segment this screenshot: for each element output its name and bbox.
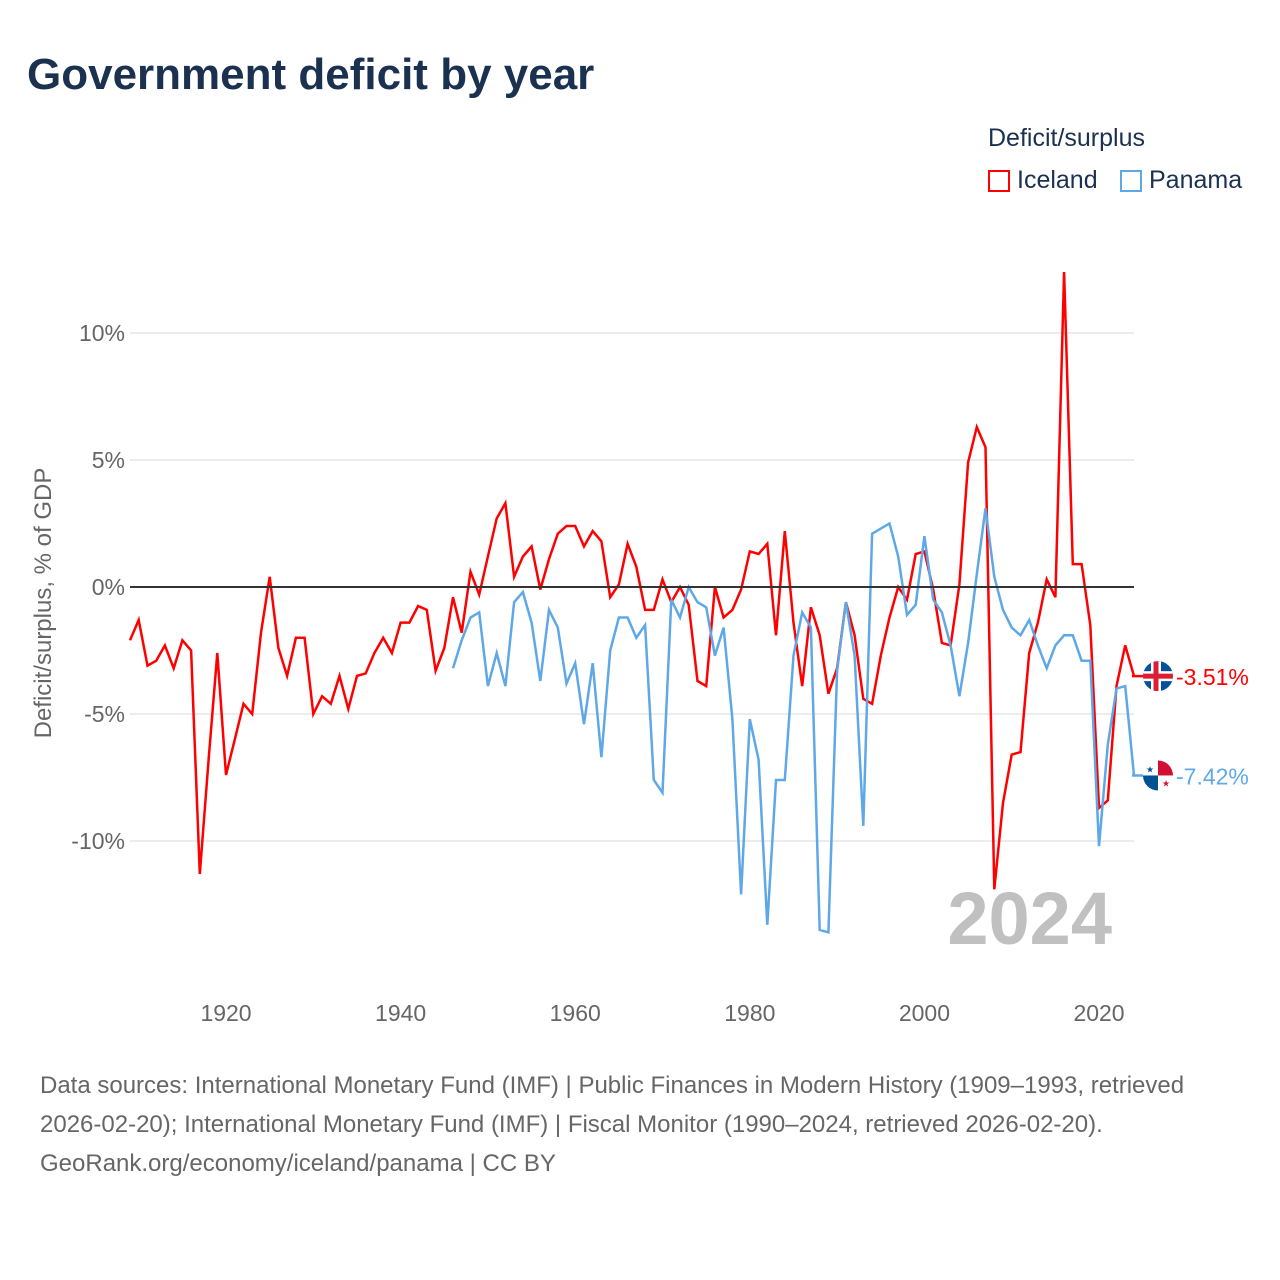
series-line-iceland [128,271,1136,890]
data-sources: Data sources: International Monetary Fun… [40,1072,1185,1138]
end-value-label: -7.42% [1176,763,1249,789]
series-line-panama [451,508,1136,935]
y-tick-label: 5% [92,447,125,473]
iceland-swatch-icon [988,169,1010,192]
legend-item-panama[interactable]: Panama [1120,166,1242,195]
y-tick-label: 10% [79,320,125,346]
legend-label: Iceland [1017,166,1098,194]
svg-text:★: ★ [1162,778,1170,788]
x-tick-label: 1940 [375,1000,426,1026]
x-tick-label: 2000 [899,1000,950,1026]
y-axis-label: Deficit/surplus, % of GDP [30,468,57,739]
x-tick-label: 1920 [200,1000,251,1026]
y-tick-label: -10% [71,828,125,854]
iceland-flag-icon [1143,661,1173,692]
x-tick-label: 1980 [724,1000,775,1026]
year-watermark: 2024 [947,877,1112,960]
end-value-label: -3.51% [1176,664,1249,690]
legend-label: Panama [1149,166,1243,194]
svg-text:★: ★ [1146,764,1154,774]
panama-flag-icon: ★★ [1143,760,1173,791]
line-chart: 10% 5% 0% -5% -10% 1920 1940 1960 1980 2000 2020 2… [30,271,1249,1026]
y-tick-label: -5% [84,701,125,727]
page-title: Government deficit by year [27,50,595,99]
x-tick-label: 2020 [1073,1000,1124,1026]
footer: Data sources: International Monetary Fun… [40,1066,1240,1183]
x-tick-label: 1960 [550,1000,601,1026]
legend-title: Deficit/surplus [988,124,1145,152]
credit-link[interactable]: GeoRank.org/economy/iceland/panama | CC … [40,1150,556,1177]
y-tick-label: 0% [92,574,125,600]
legend-item-iceland[interactable]: Iceland [988,166,1098,195]
panama-swatch-icon [1120,169,1142,192]
